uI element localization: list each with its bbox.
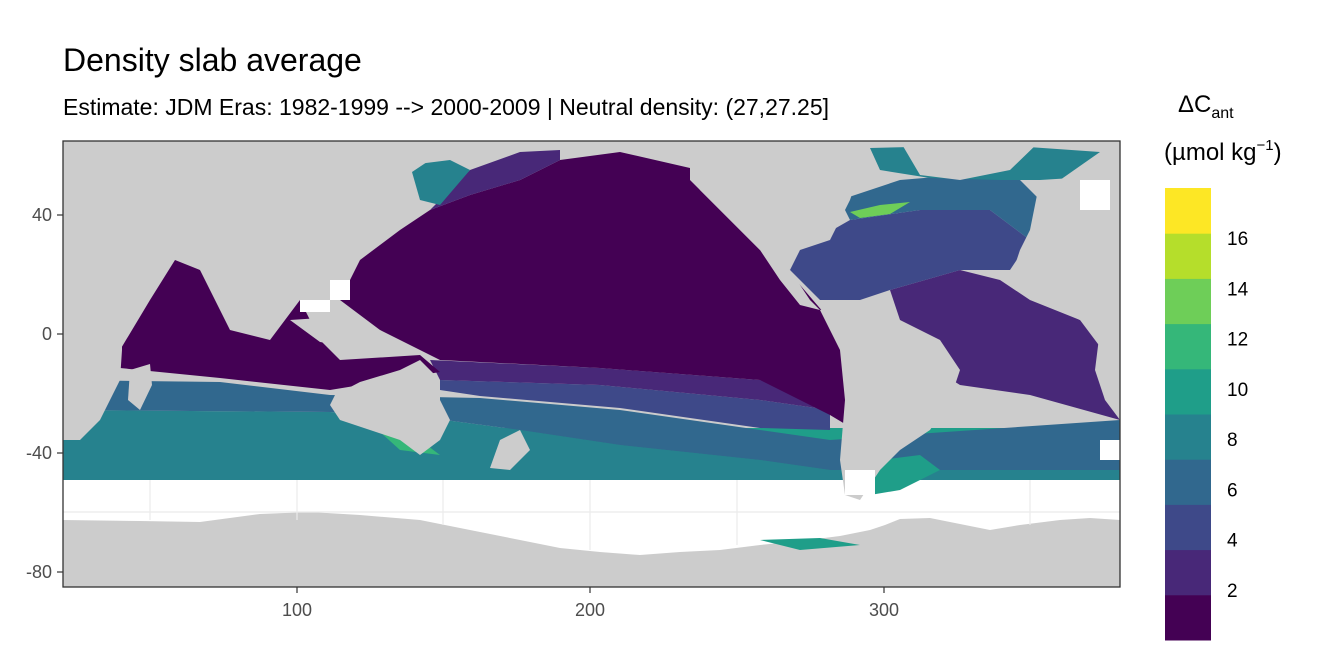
legend-swatch [1165,323,1211,370]
x-tick-label: 200 [575,600,605,620]
eurasia-land [63,141,430,300]
falkland-band [870,455,940,495]
new-zealand-land [490,430,530,470]
europe-africa-land [1010,175,1120,330]
legend-colorbar [1165,188,1211,641]
atlantic-tropical [890,270,1120,420]
ocean-field [63,145,1120,550]
plot-panel [62,140,1121,588]
legend-unit-exp: −1 [1257,137,1274,154]
chart-title: Density slab average [63,42,362,78]
gridlines [63,480,1120,550]
band-southern-8 [63,410,1120,480]
atlantic-north-8 [840,175,1040,240]
y-tick-label: 0 [42,324,52,344]
madagascar-land [128,364,152,410]
x-axis: 100 200 300 [282,587,899,620]
legend-label: 16 [1227,229,1248,250]
y-axis: 40 0 -40 -80 [26,205,63,582]
legend: ΔCant (µmol kg−1) 2 4 6 8 10 12 14 16 [1164,91,1282,641]
y-tick-label: -40 [26,443,52,463]
legend-title-main: ΔC [1178,91,1211,118]
legend-label: 4 [1227,531,1238,552]
y-tick-label: -80 [26,562,52,582]
central-america-land [760,250,820,310]
legend-swatch [1165,233,1211,279]
legend-label: 14 [1227,279,1249,300]
band-southern-2 [430,360,830,410]
legend-swatch [1165,368,1211,415]
indian-ocean-core [120,260,440,390]
legend-label: 12 [1227,330,1248,351]
pacific-ocean-core [340,152,855,430]
continents [63,141,1120,500]
y-tick-label: 40 [32,205,52,225]
legend-label: 6 [1227,480,1238,501]
x-tick-label: 100 [282,600,312,620]
legend-unit: (µmol kg−1) [1164,137,1282,166]
band-southern-4 [440,380,830,430]
indonesia-land [290,318,400,348]
antarctica-land [63,512,1120,587]
labrador-hotspot [850,202,910,218]
southern-africa-land [1095,330,1120,420]
legend-swatch [1165,414,1211,460]
legend-swatch [1165,459,1211,505]
australia-land [330,360,450,455]
north-pacific-band [430,150,560,210]
chart-subtitle: Estimate: JDM Eras: 1982-1999 --> 2000-2… [63,94,830,120]
legend-label: 10 [1227,380,1248,401]
atlantic-north-subtropical [780,210,1030,300]
panel-border [62,140,1121,588]
legend-title-sub: ant [1211,105,1234,122]
legend-swatch [1165,594,1211,641]
legend-title: ΔCant [1178,91,1234,122]
x-tick-label: 300 [869,600,899,620]
coastal-nodata [300,180,1120,495]
legend-unit-main: (µmol kg [1164,139,1257,166]
greenland-land [900,141,1040,180]
legend-label: 8 [1227,430,1238,451]
south-america-land [820,300,960,500]
legend-swatch [1165,188,1211,234]
okhotsk-sea [410,160,470,205]
legend-labels: 2 4 6 8 10 12 14 16 [1227,229,1249,602]
legend-label: 2 [1227,581,1238,602]
legend-unit-close: ) [1274,139,1282,166]
legend-swatch [1165,549,1211,596]
africa-land [63,141,150,440]
weddell-patch [760,538,860,550]
north-america-land [620,141,870,270]
legend-swatch [1165,504,1211,551]
legend-swatch [1165,278,1211,325]
